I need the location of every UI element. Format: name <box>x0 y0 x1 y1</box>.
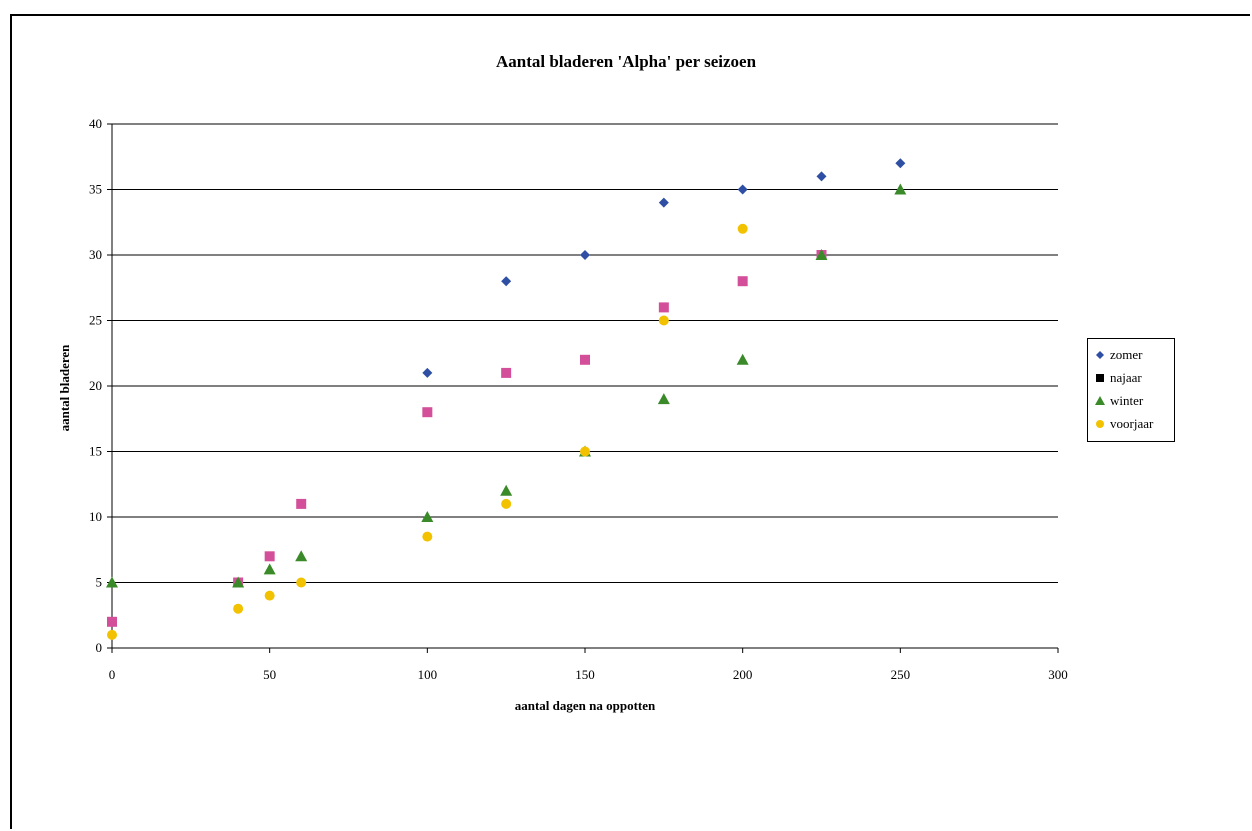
x-tick-label-200: 200 <box>733 667 753 682</box>
y-tick-label-0: 0 <box>96 640 103 655</box>
point-voorjaar-200 <box>737 223 748 234</box>
y-tick-label-40: 40 <box>89 116 102 131</box>
point-winter-225 <box>815 249 828 260</box>
axes <box>107 123 1059 653</box>
legend-label: zomer <box>1110 346 1143 362</box>
point-zomer-250 <box>895 158 906 169</box>
chart-title: Aantal bladeren 'Alpha' per seizoen <box>495 52 757 71</box>
legend-label: voorjaar <box>1110 415 1154 431</box>
legend-marker-winter <box>1095 395 1105 405</box>
point-voorjaar-125 <box>501 498 512 509</box>
legend-marker-zomer <box>1096 350 1104 359</box>
point-zomer-225 <box>816 171 827 182</box>
legend-marker-najaar <box>1096 373 1104 382</box>
x-tick-label-100: 100 <box>418 667 438 682</box>
point-winter-100 <box>421 511 434 522</box>
point-zomer-125 <box>501 276 512 287</box>
y-tick-label-35: 35 <box>89 182 102 197</box>
point-voorjaar-60 <box>296 577 307 588</box>
y-tick-label-20: 20 <box>89 378 102 393</box>
point-winter-60 <box>295 550 308 562</box>
point-voorjaar-40 <box>233 603 244 614</box>
point-najaar-100 <box>422 407 433 418</box>
y-tick-label-25: 25 <box>89 313 102 328</box>
point-voorjaar-175 <box>658 315 669 326</box>
y-tick-label-5: 5 <box>96 575 103 590</box>
point-zomer-100 <box>422 367 433 378</box>
series-najaar <box>107 250 827 627</box>
legend-label: najaar <box>1110 369 1142 385</box>
point-najaar-0 <box>107 616 117 627</box>
x-tick-label-50: 50 <box>263 667 276 682</box>
point-voorjaar-150 <box>580 446 590 457</box>
x-tick-label-300: 300 <box>1048 667 1068 682</box>
x-tick-label-150: 150 <box>575 667 595 682</box>
point-winter-40 <box>232 576 245 588</box>
point-najaar-125 <box>501 367 512 378</box>
legend-item-zomer: zomer <box>1094 343 1168 366</box>
legend-marker-voorjaar <box>1096 419 1104 428</box>
point-zomer-175 <box>658 197 669 208</box>
gridlines <box>112 123 1058 583</box>
legend-item-winter: winter <box>1094 389 1168 412</box>
point-winter-175 <box>657 393 670 405</box>
y-tick-label-30: 30 <box>89 247 102 262</box>
y-tick-label-15: 15 <box>89 444 102 459</box>
y-tick-label-10: 10 <box>89 509 102 524</box>
point-zomer-200 <box>737 184 748 195</box>
point-najaar-200 <box>737 276 748 287</box>
point-zomer-150 <box>580 250 590 260</box>
data-points <box>106 158 907 640</box>
point-winter-50 <box>263 563 276 575</box>
point-najaar-50 <box>264 551 275 562</box>
x-tick-label-250: 250 <box>891 667 911 682</box>
point-voorjaar-100 <box>422 531 433 542</box>
point-najaar-175 <box>658 302 669 313</box>
point-winter-0 <box>106 576 118 588</box>
point-voorjaar-0 <box>107 629 117 640</box>
point-najaar-60 <box>296 498 307 509</box>
series-voorjaar <box>107 223 748 640</box>
x-axis-label: aantal dagen na oppotten <box>514 698 656 713</box>
point-winter-200 <box>736 353 749 365</box>
point-najaar-150 <box>580 354 590 365</box>
legend-label: winter <box>1110 392 1144 408</box>
legend-item-najaar: najaar <box>1094 366 1168 389</box>
x-tick-label-0: 0 <box>109 667 116 682</box>
series-winter <box>106 183 907 588</box>
point-voorjaar-50 <box>264 590 275 601</box>
chart-frame <box>10 14 1250 829</box>
point-winter-125 <box>500 484 513 496</box>
legend: zomer najaar winter voorjaar <box>1087 338 1175 442</box>
legend-item-voorjaar: voorjaar <box>1094 412 1168 435</box>
point-winter-250 <box>894 183 907 195</box>
tick-labels: 0 5 10 15 20 25 30 35 40 0 50 100 150 200 250 300 <box>89 116 1068 682</box>
series-zomer <box>422 158 906 378</box>
